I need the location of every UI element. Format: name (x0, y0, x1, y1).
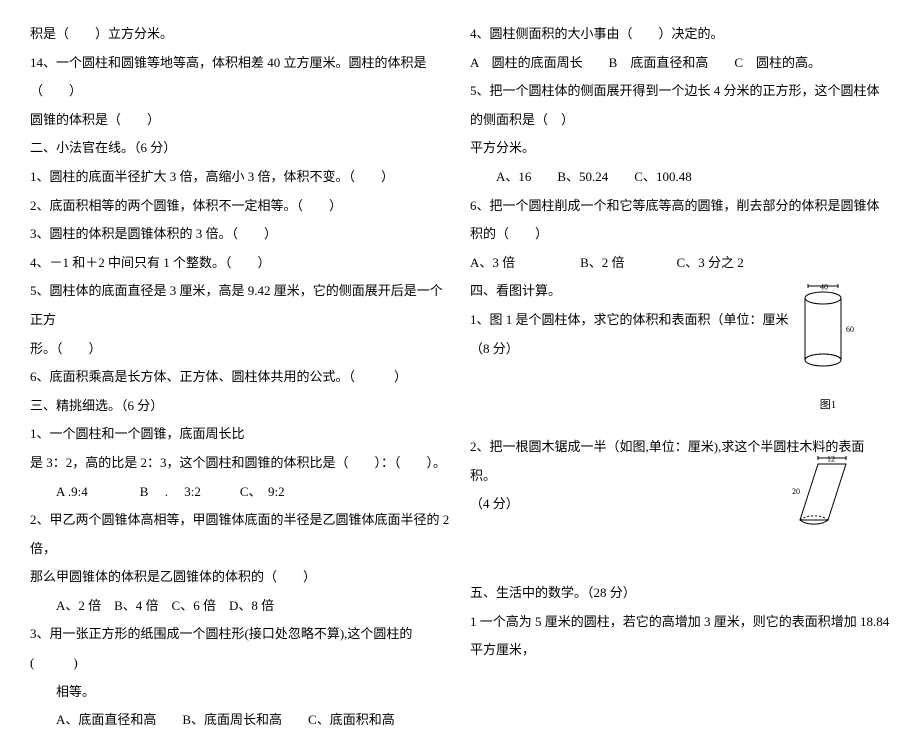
options-line: A、3 倍 B、2 倍 C、3 分之 2 (470, 249, 890, 278)
text-line: 1、一个圆柱和一个圆锥，底面周长比 (30, 420, 450, 449)
options-line: A、16 B、50.24 C、100.48 (470, 163, 890, 192)
right-column: 4、圆柱侧面积的大小事由（ ）决定的。 A 圆柱的底面周长 B 底面直径和高 C… (470, 20, 890, 735)
half-cylinder-icon: 12 20 (788, 452, 858, 542)
text-line: 那么甲圆锥体的体积是乙圆锥体的体积的（ ） (30, 563, 450, 592)
options-line: A、底面直径和高 B、底面周长和高 C、底面积和高 (30, 706, 450, 735)
text-line: 4、－1 和＋2 中间只有 1 个整数。（ ） (30, 249, 450, 278)
figure-1-caption: 图1 (798, 393, 858, 417)
options-line: A 圆柱的底面周长 B 底面直径和高 C 圆柱的高。 (470, 49, 890, 78)
section-heading: 二、小法官在线。（6 分） (30, 134, 450, 163)
text-line: 3、圆柱的体积是圆锥体积的 3 倍。（ ） (30, 220, 450, 249)
text-line: 6、底面积乘高是长方体、正方体、圆柱体共用的公式。（ ） (30, 363, 450, 392)
fig1-top-label: 40 (820, 283, 828, 292)
text-line: 1 一个高为 5 厘米的圆柱，若它的高增加 3 厘米，则它的表面积增加 18.8… (470, 608, 890, 665)
options-line: A、2 倍 B、4 倍 C、6 倍 D、8 倍 (30, 592, 450, 621)
text-line: 圆锥的体积是（ ） (30, 106, 450, 135)
fig1-side-label: 60 (846, 325, 854, 334)
text-line: 5、把一个圆柱体的侧面展开得到一个边长 4 分米的正方形，这个圆柱体的侧面积是（… (470, 77, 890, 134)
text-line: 4、圆柱侧面积的大小事由（ ）决定的。 (470, 20, 890, 49)
text-line: 平方分米。 (470, 134, 890, 163)
text-line: 3、用一张正方形的纸围成一个圆柱形(接口处忽略不算),这个圆柱的( ) (30, 620, 450, 677)
text-line: 14、一个圆柱和圆锥等地等高，体积相差 40 立方厘米。圆柱的体积是（ ） (30, 49, 450, 106)
text-line: 6、把一个圆柱削成一个和它等底等高的圆锥，削去部分的体积是圆锥体积的（ ） (470, 192, 890, 249)
text-line: 2、底面积相等的两个圆锥，体积不一定相等。（ ） (30, 192, 450, 221)
figure-2-half-cylinder: 12 20 (788, 452, 858, 553)
fig2-side-label: 20 (792, 487, 800, 496)
section-heading: 三、精挑细选。（6 分） (30, 392, 450, 421)
fig2-top-label: 12 (827, 455, 835, 464)
left-column: 积是（ ）立方分米。 14、一个圆柱和圆锥等地等高，体积相差 40 立方厘米。圆… (30, 20, 450, 735)
text-line: 5、圆柱体的底面直径是 3 厘米，高是 9.42 厘米，它的侧面展开后是一个正方 (30, 277, 450, 334)
figure-1-cylinder: 40 60 图1 (798, 280, 858, 417)
text-line: 相等。 (30, 678, 450, 707)
options-line: A .9:4 B . 3:2 C、 9:2 (30, 478, 450, 507)
text-line: 形。（ ） (30, 335, 450, 364)
cylinder-icon: 40 60 (798, 280, 858, 380)
section-heading: 五、生活中的数学。（28 分） (470, 579, 890, 608)
text-line: 是 3：2，高的比是 2：3，这个圆柱和圆锥的体积比是（ ）：（ ）。 (30, 449, 450, 478)
text-line: 积是（ ）立方分米。 (30, 20, 450, 49)
text-line: 2、甲乙两个圆锥体高相等，甲圆锥体底面的半径是乙圆锥体底面半径的 2 倍， (30, 506, 450, 563)
text-line: 1、圆柱的底面半径扩大 3 倍，高缩小 3 倍，体积不变。（ ） (30, 163, 450, 192)
